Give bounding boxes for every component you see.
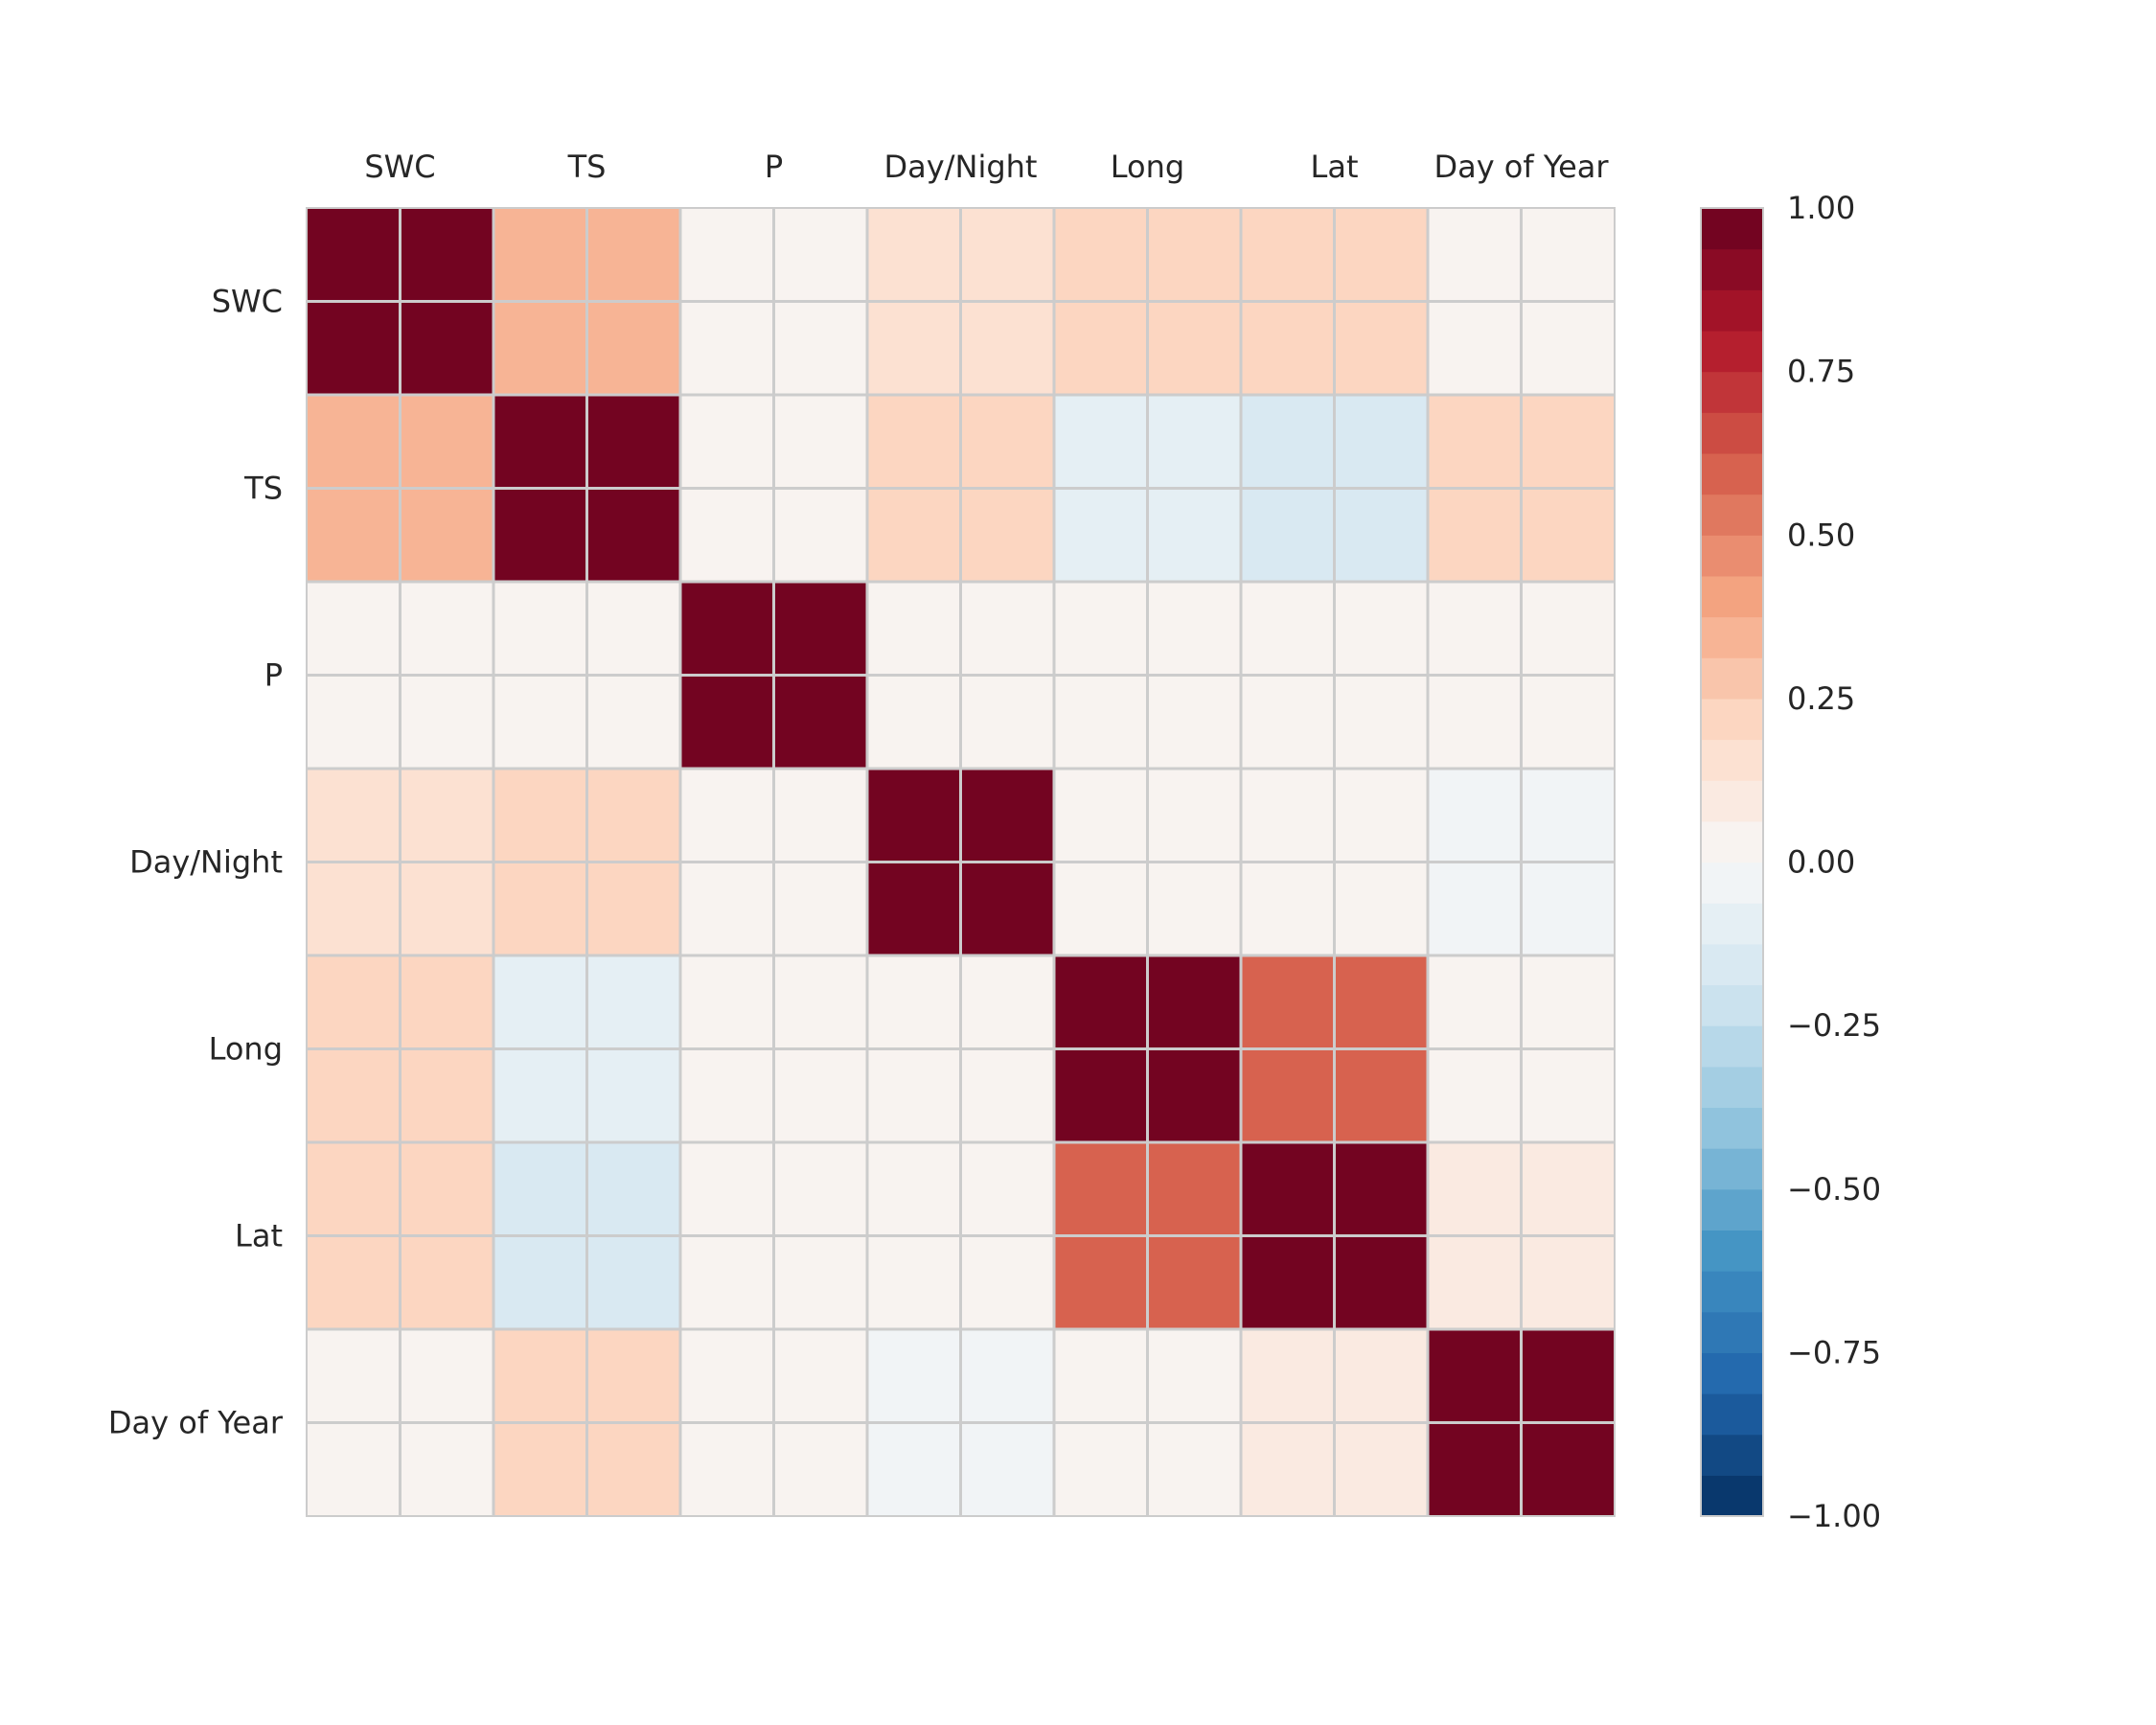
colorbar-level xyxy=(1701,1271,1763,1313)
colorbar-level xyxy=(1701,1188,1763,1231)
y-tick-label: Lat xyxy=(235,1218,283,1254)
colorbar-level xyxy=(1701,535,1763,577)
colorbar-level xyxy=(1701,412,1763,454)
colorbar-tick-label: 0.50 xyxy=(1787,517,1855,553)
x-tick-label: Lat xyxy=(1311,149,1359,185)
x-tick-label: Day/Night xyxy=(884,149,1038,185)
colorbar-tick-label: −0.50 xyxy=(1787,1171,1881,1208)
colorbar-tick-label: 0.75 xyxy=(1787,354,1855,390)
colorbar-level xyxy=(1701,1230,1763,1272)
heatmap-gridlines xyxy=(307,208,1615,1516)
colorbar-tick-label: −1.00 xyxy=(1787,1498,1881,1534)
x-tick-label: P xyxy=(765,149,783,185)
colorbar-level xyxy=(1701,780,1763,822)
colorbar-level xyxy=(1701,208,1763,250)
colorbar-level xyxy=(1701,1066,1763,1109)
y-tick-label: Day/Night xyxy=(129,844,283,881)
colorbar-level xyxy=(1701,575,1763,618)
x-tick-label: Day of Year xyxy=(1434,149,1609,185)
colorbar-tick-labels: 1.00 0.75 0.50 0.25 0.00 −0.25 −0.50 −0.75 −1.00 xyxy=(1787,190,1881,1534)
colorbar-level xyxy=(1701,330,1763,373)
colorbar-level xyxy=(1701,739,1763,781)
colorbar-tick-label: 1.00 xyxy=(1787,190,1855,226)
x-tick-labels: SWC TS P Day/Night Long Lat Day of Year xyxy=(364,149,1609,185)
x-tick-label: TS xyxy=(567,149,607,185)
colorbar-level xyxy=(1701,1148,1763,1190)
colorbar-level xyxy=(1701,289,1763,332)
colorbar-level xyxy=(1701,452,1763,495)
colorbar-tick-label: −0.25 xyxy=(1787,1007,1881,1044)
colorbar-tick-label: −0.75 xyxy=(1787,1334,1881,1370)
colorbar-frame xyxy=(1700,207,1764,1517)
colorbar-level xyxy=(1701,1475,1763,1517)
colorbar-level xyxy=(1701,1311,1763,1353)
colorbar-level xyxy=(1701,698,1763,741)
y-tick-label: Long xyxy=(209,1031,283,1068)
y-tick-label: TS xyxy=(243,471,283,507)
colorbar-level xyxy=(1701,820,1763,863)
colorbar-level xyxy=(1701,1025,1763,1068)
colorbar-level xyxy=(1701,1107,1763,1149)
x-tick-label: SWC xyxy=(364,149,435,185)
colorbar-level xyxy=(1701,1352,1763,1394)
colorbar-level xyxy=(1701,862,1763,904)
plot-frame xyxy=(306,207,1616,1517)
colorbar-level xyxy=(1701,248,1763,290)
colorbar-level xyxy=(1701,657,1763,700)
colorbar-level xyxy=(1701,371,1763,413)
y-tick-labels: SWC TS P Day/Night Long Lat Day of Year xyxy=(108,284,284,1441)
colorbar-level xyxy=(1701,903,1763,945)
colorbar-level xyxy=(1701,1393,1763,1436)
colorbar-tick-label: 0.00 xyxy=(1787,844,1855,881)
x-tick-label: Long xyxy=(1111,149,1184,185)
colorbar-level xyxy=(1701,943,1763,986)
colorbar-level xyxy=(1701,494,1763,536)
colorbar xyxy=(1700,207,1764,1517)
y-tick-label: SWC xyxy=(212,284,283,320)
y-tick-label: Day of Year xyxy=(108,1405,284,1441)
colorbar-level xyxy=(1701,1434,1763,1476)
colorbar-level xyxy=(1701,984,1763,1026)
y-tick-label: P xyxy=(264,657,283,694)
colorbar-tick-label: 0.25 xyxy=(1787,680,1855,717)
colorbar-level xyxy=(1701,616,1763,658)
